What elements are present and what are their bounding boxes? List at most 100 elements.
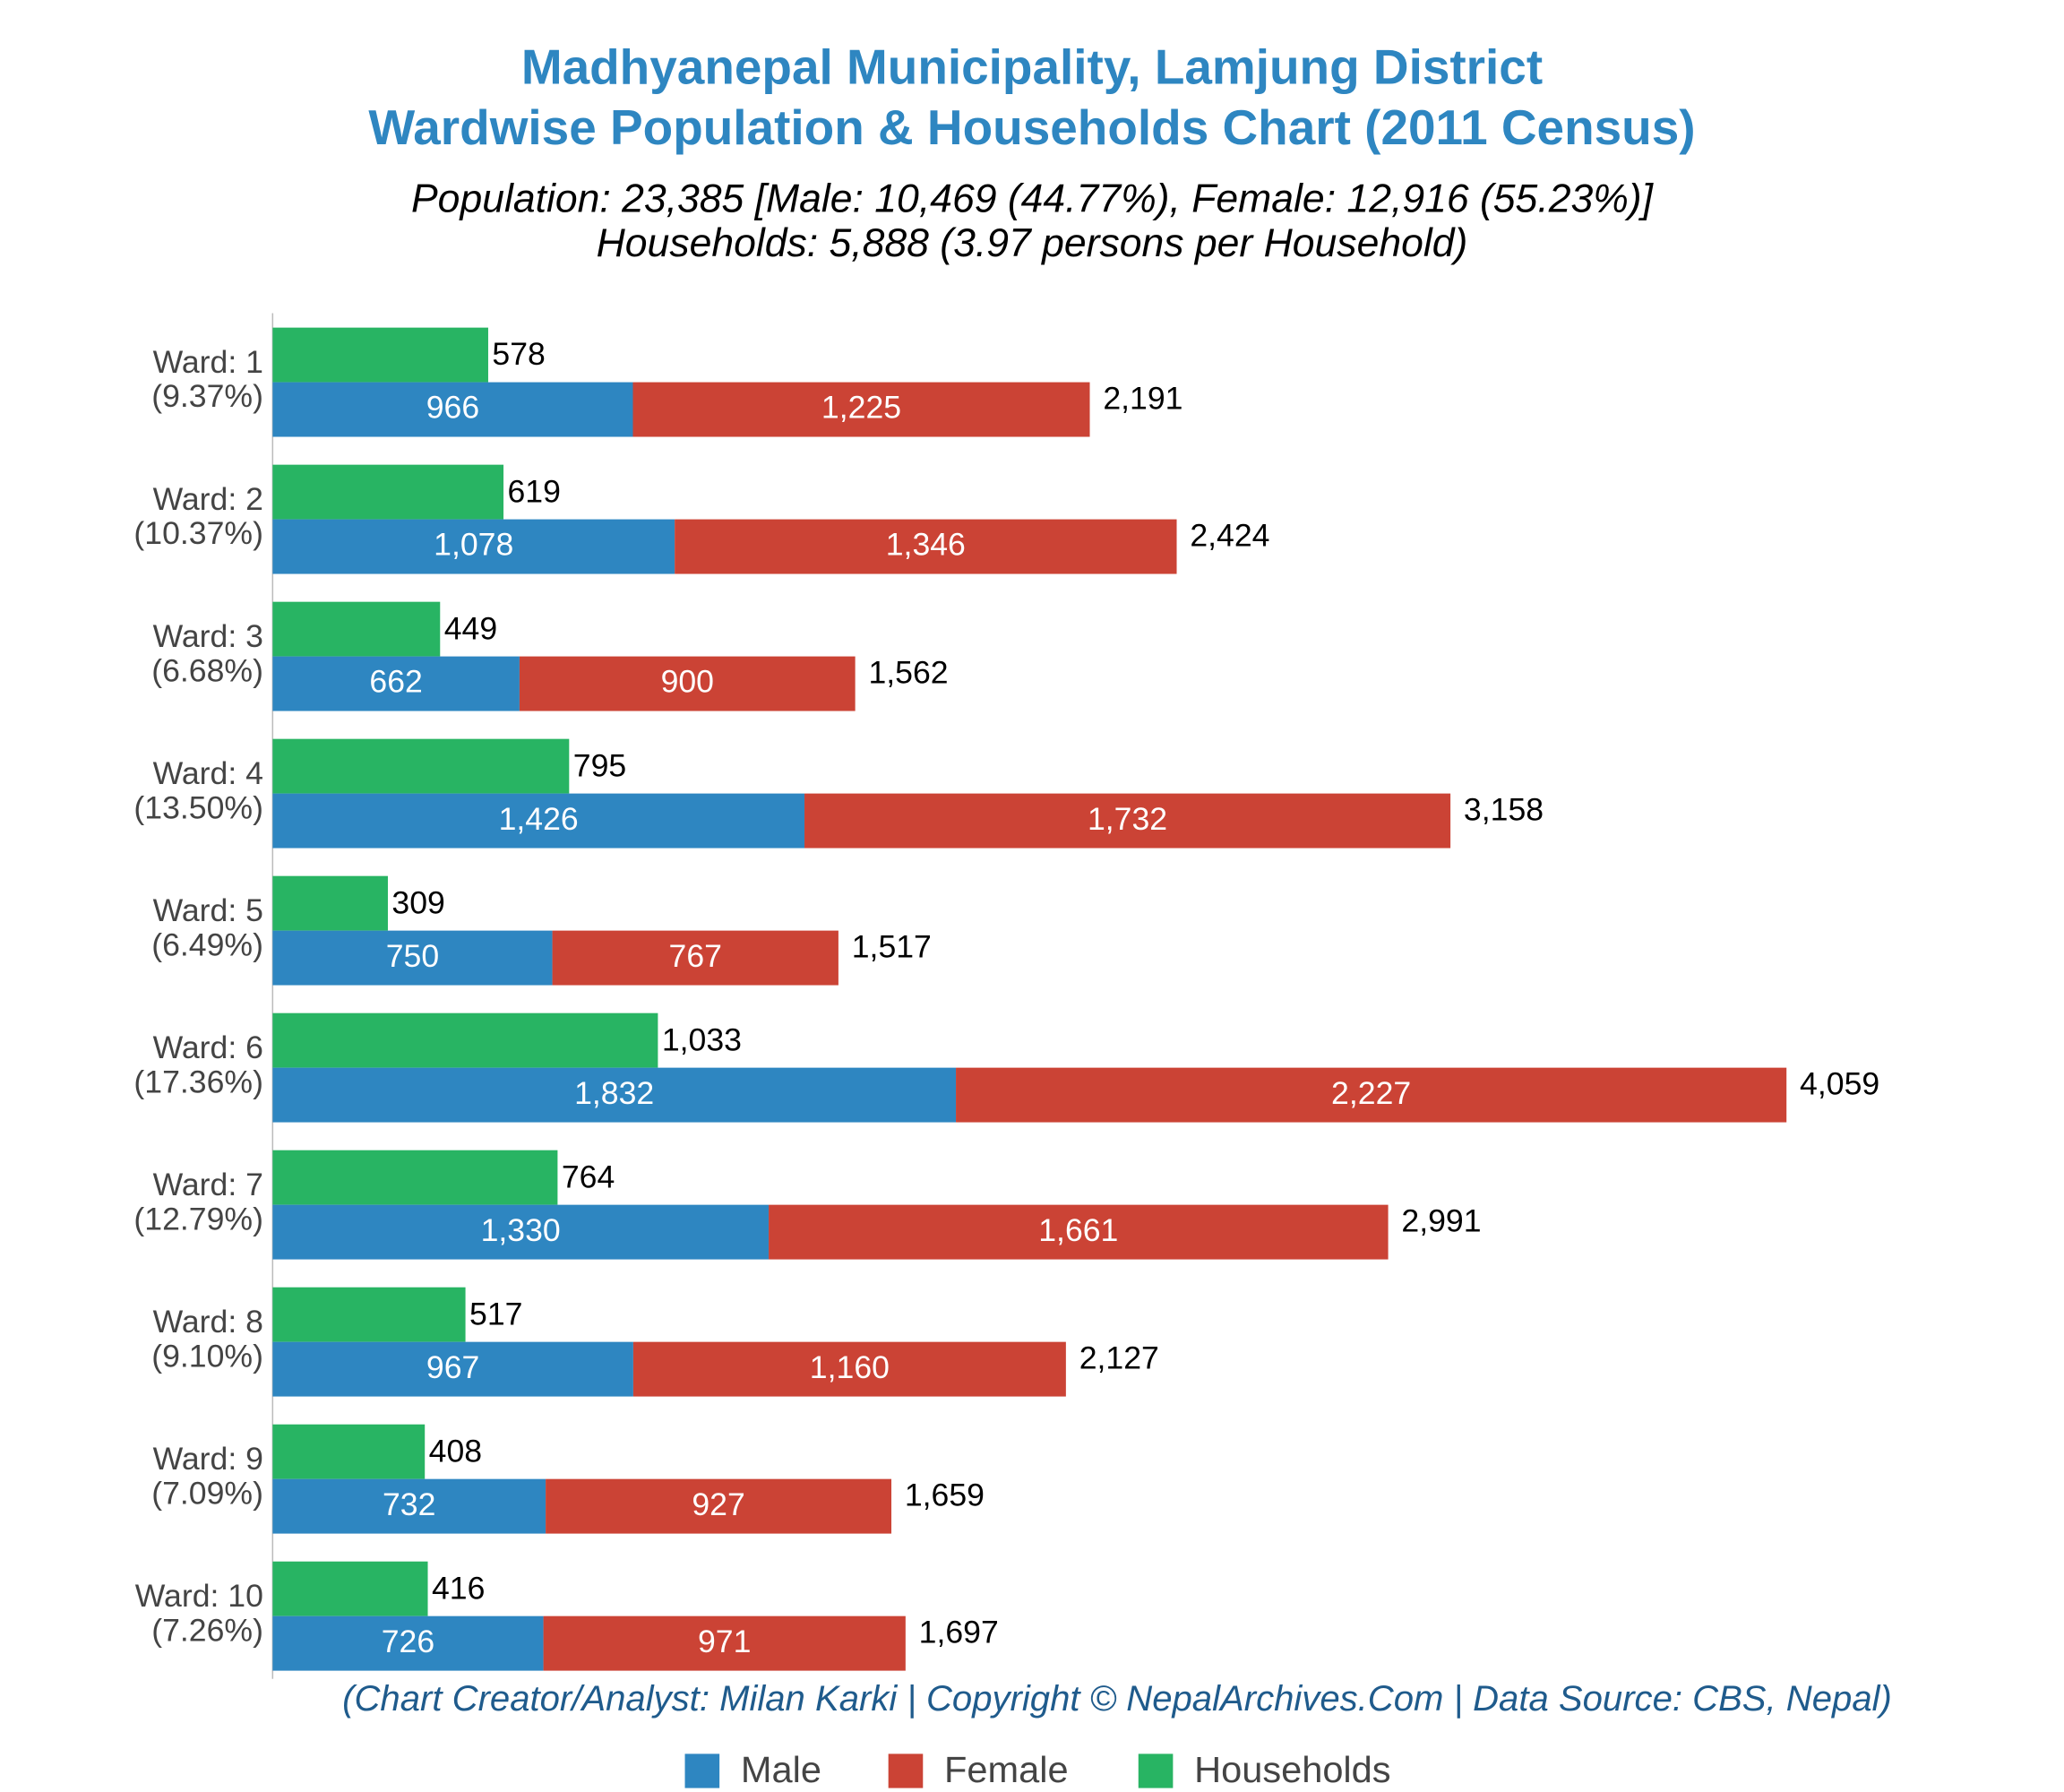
bar-value-label: 1,330 <box>481 1212 561 1248</box>
household-label: 517 <box>469 1296 522 1331</box>
y-tick-label: Ward: 6 <box>153 1030 263 1065</box>
population-bar <box>272 656 520 711</box>
population-bar <box>272 1341 633 1397</box>
population-bar <box>769 1204 1389 1260</box>
legend-swatch <box>888 1753 924 1788</box>
legend-label: Households <box>1194 1749 1390 1790</box>
household-bar <box>272 1561 428 1616</box>
bar-value-label: 750 <box>386 938 439 974</box>
total-label: 2,191 <box>1103 381 1182 417</box>
bar-value-label: 726 <box>382 1624 434 1659</box>
bar-value-label: 1,426 <box>499 801 579 837</box>
y-tick-label: Ward: 4 <box>153 755 263 791</box>
population-bar <box>272 1478 546 1534</box>
population-bar <box>543 1615 906 1671</box>
y-tick-note: (7.09%) <box>151 1475 263 1511</box>
household-bar <box>272 327 488 383</box>
y-tick-label: Ward: 2 <box>153 481 263 517</box>
household-bar <box>272 601 441 657</box>
population-bar <box>519 656 856 711</box>
population-bar <box>546 1478 892 1534</box>
y-tick-label: Ward: 10 <box>135 1578 263 1614</box>
total-label: 3,158 <box>1464 792 1544 828</box>
household-label: 764 <box>562 1159 615 1194</box>
y-tick-note: (9.37%) <box>151 378 263 414</box>
y-tick-note: (7.26%) <box>151 1613 263 1649</box>
legend-label: Female <box>944 1749 1069 1790</box>
household-label: 408 <box>429 1434 482 1469</box>
total-label: 1,697 <box>919 1615 999 1650</box>
bar-value-label: 1,661 <box>1038 1212 1118 1248</box>
population-bar <box>804 793 1451 849</box>
footer: (Chart Creator/Analyst: Milan Karki | Co… <box>342 1679 1892 1719</box>
bar-value-label: 927 <box>692 1486 744 1522</box>
y-tick-note: (10.37%) <box>133 515 263 551</box>
household-bar <box>272 875 388 931</box>
y-tick-label: Ward: 1 <box>153 344 263 380</box>
y-tick-note: (6.68%) <box>151 652 263 688</box>
population-bar <box>956 1067 1787 1123</box>
total-label: 1,659 <box>905 1478 985 1513</box>
population-bar <box>272 930 553 986</box>
household-label: 578 <box>492 336 545 372</box>
population-bar <box>552 930 838 986</box>
household-bar <box>272 1287 466 1342</box>
bar-value-label: 1,160 <box>810 1349 890 1385</box>
population-bar <box>272 1204 770 1260</box>
y-tick-label: Ward: 7 <box>153 1167 263 1202</box>
bar-value-label: 900 <box>661 664 714 700</box>
household-bar <box>272 464 504 520</box>
total-label: 2,424 <box>1190 518 1269 554</box>
population-bar <box>272 1615 544 1671</box>
household-label: 449 <box>444 610 497 646</box>
bar-value-label: 2,227 <box>1331 1075 1411 1111</box>
y-tick-label: Ward: 5 <box>153 892 263 928</box>
bar-value-label: 1,832 <box>574 1075 654 1111</box>
bar-value-label: 966 <box>426 390 479 426</box>
total-label: 1,562 <box>868 655 948 691</box>
household-label: 309 <box>391 884 444 920</box>
y-tick-note: (17.36%) <box>133 1064 263 1099</box>
household-label: 619 <box>507 473 560 509</box>
chart-title: Wardwise Population & Households Chart (… <box>368 100 1695 155</box>
household-bar <box>272 1424 426 1479</box>
y-tick-note: (13.50%) <box>133 789 263 825</box>
population-bar <box>632 382 1090 437</box>
bar-value-label: 662 <box>369 664 422 700</box>
bar-value-label: 967 <box>426 1349 479 1385</box>
household-label: 1,033 <box>662 1021 742 1057</box>
bar-value-label: 732 <box>383 1486 435 1522</box>
bar-value-label: 971 <box>698 1624 751 1659</box>
bar-value-label: 1,346 <box>886 527 966 563</box>
chart-subtitle: Population: 23,385 [Male: 10,469 (44.77%… <box>411 177 1655 221</box>
household-bar <box>272 1150 558 1205</box>
y-tick-label: Ward: 8 <box>153 1304 263 1340</box>
population-bar <box>272 793 805 849</box>
population-bar <box>272 519 675 574</box>
legend-swatch <box>1138 1753 1174 1788</box>
legend-swatch <box>684 1753 720 1788</box>
y-tick-note: (9.10%) <box>151 1338 263 1374</box>
bar-value-label: 767 <box>669 938 722 974</box>
total-label: 1,517 <box>852 929 932 965</box>
household-label: 795 <box>573 747 626 783</box>
bar-value-label: 1,225 <box>821 390 901 426</box>
population-bar <box>675 519 1177 574</box>
total-label: 4,059 <box>1800 1066 1879 1102</box>
y-tick-label: Ward: 9 <box>153 1441 263 1477</box>
chart-subtitle: Households: 5,888 (3.97 persons per Hous… <box>597 221 1468 265</box>
population-bar <box>632 1341 1066 1397</box>
bar-value-label: 1,732 <box>1088 801 1167 837</box>
household-bar <box>272 1012 658 1068</box>
chart-title: Madhyanepal Municipality, Lamjung Distri… <box>521 40 1543 95</box>
household-label: 416 <box>432 1571 485 1607</box>
population-bar <box>272 382 633 437</box>
y-tick-note: (12.79%) <box>133 1201 263 1236</box>
bar-value-label: 1,078 <box>434 527 513 563</box>
y-tick-label: Ward: 3 <box>153 618 263 654</box>
household-bar <box>272 738 570 794</box>
legend-label: Male <box>741 1749 821 1790</box>
total-label: 2,991 <box>1401 1203 1481 1239</box>
